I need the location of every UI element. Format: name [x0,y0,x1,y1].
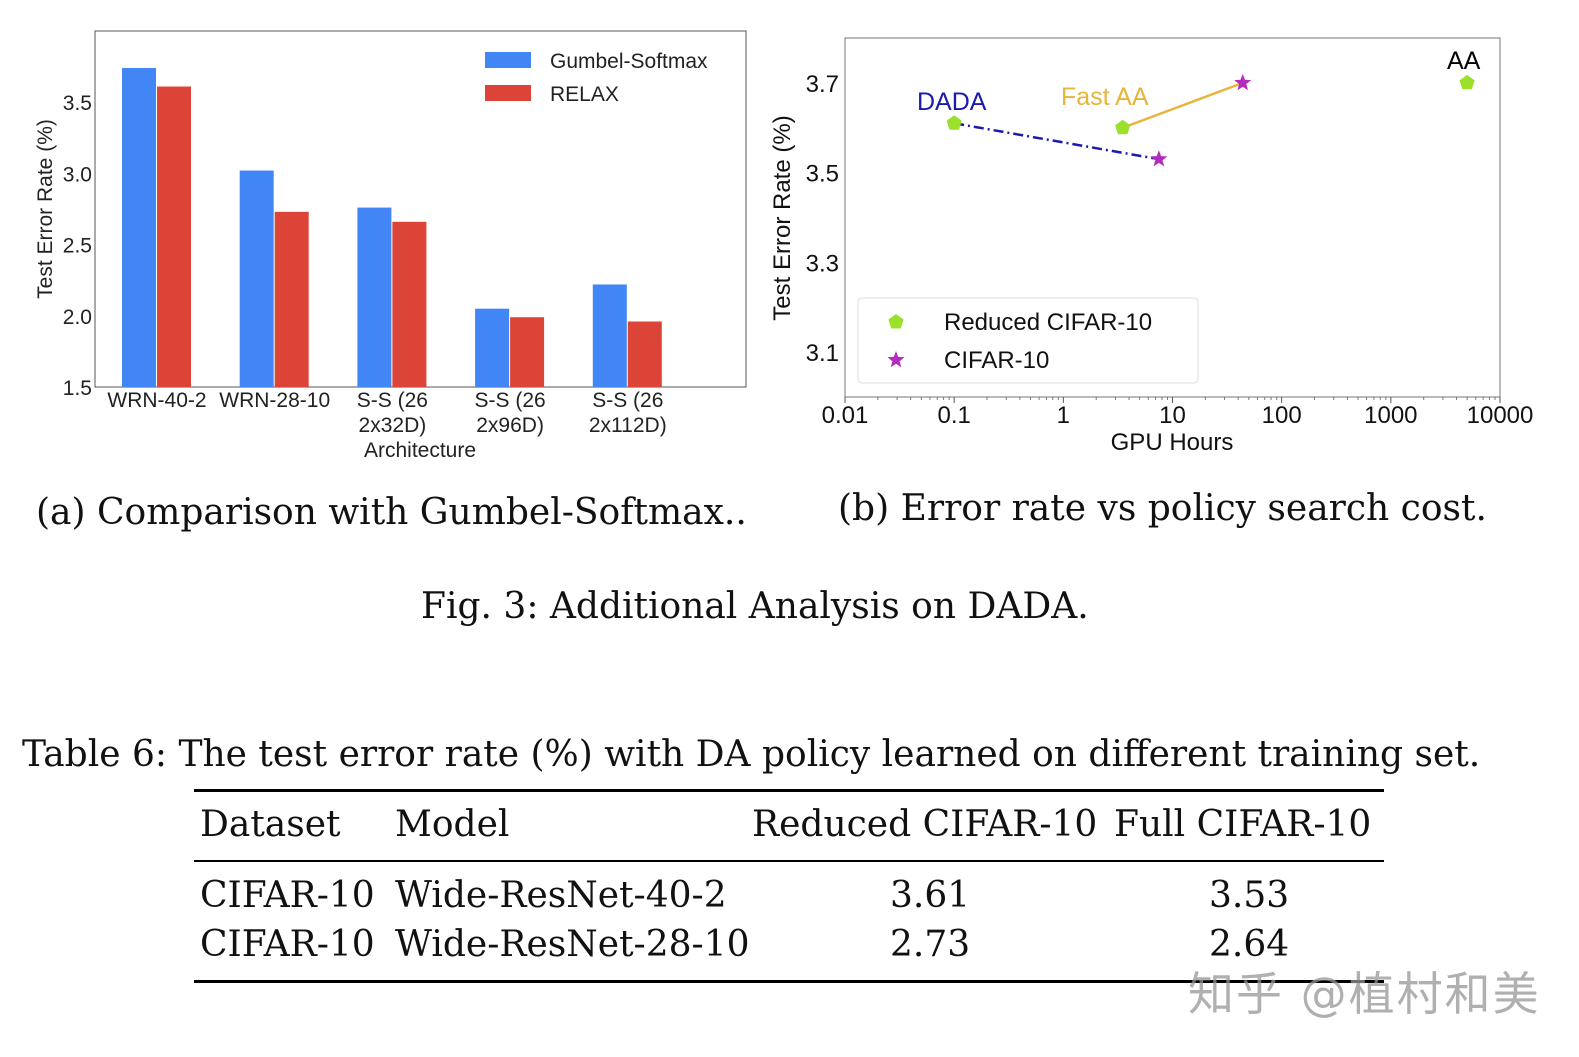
legend-label: Gumbel-Softmax [550,50,708,73]
bar-relax [392,221,427,387]
figure-caption: Fig. 3: Additional Analysis on DADA. [421,586,1089,627]
bar-relax [157,86,191,387]
legend-label: RELAX [550,83,619,106]
y-tick-label: 2.5 [63,235,92,258]
table-top-rule [194,789,1384,792]
table-mid-rule [194,860,1384,862]
y-tick-label: 3.1 [806,340,839,367]
subfigure-b-caption: (b) Error rate vs policy search cost. [838,488,1487,529]
bar-gumbel-softmax [475,308,510,387]
pentagon-marker [946,115,962,130]
method-line-dada [953,122,1160,161]
y-tick-label: 3.3 [806,250,839,277]
header-model: Model [395,804,510,845]
x-axis-label: Architecture [364,439,476,462]
legend-label: Reduced CIFAR-10 [944,309,1152,336]
x-tick-label: 1 [1057,402,1070,429]
bar-gumbel-softmax [357,207,392,387]
y-axis-label: Test Error Rate (%) [34,119,57,299]
x-tick-label: S-S (26 [357,389,428,412]
legend-box [857,297,1199,384]
y-tick-label: 1.5 [63,377,92,400]
cell-reduced: 2.73 [890,924,971,965]
x-tick-label: S-S (26 [474,389,545,412]
x-tick-label: 2x96D) [476,414,544,437]
star-marker [1234,73,1252,91]
cell-model: Wide-ResNet-28-10 [395,924,750,965]
cell-model: Wide-ResNet-40-2 [395,875,727,916]
bar-gumbel-softmax [122,68,156,388]
star-marker [1150,150,1168,167]
bar-gumbel-softmax [592,284,627,387]
y-axis-label: Test Error Rate (%) [769,115,796,320]
cell-dataset: CIFAR-10 [200,924,375,965]
bar-relax [510,317,545,387]
x-tick-label: 10 [1159,402,1186,429]
subfigure-a-caption: (a) Comparison with Gumbel-Softmax.. [36,492,747,533]
x-tick-label: 100 [1262,402,1302,429]
method-label: Fast AA [1061,83,1149,111]
x-axis-label: GPU Hours [1111,429,1234,456]
legend-label: CIFAR-10 [944,347,1049,374]
pentagon-marker [1115,119,1131,135]
header-dataset: Dataset [200,804,341,845]
legend-swatch [485,52,531,68]
y-tick-label: 3.0 [63,163,92,186]
y-tick-label: 2.0 [63,306,92,329]
x-tick-label: 10000 [1467,402,1534,429]
x-tick-label: 1000 [1364,402,1417,429]
y-tick-label: 3.7 [806,71,839,98]
x-tick-label: 0.1 [937,402,970,429]
method-label: DADA [917,88,987,116]
table-caption: Table 6: The test error rate (%) with DA… [22,734,1481,775]
cell-dataset: CIFAR-10 [200,875,375,916]
x-tick-label: 2x32D) [359,414,427,437]
bar-relax [274,211,309,387]
table-bottom-rule [194,980,1384,983]
legend-swatch [485,85,531,101]
x-tick-label: S-S (26 [592,389,663,412]
cell-full: 2.64 [1209,924,1290,965]
header-reduced: Reduced CIFAR-10 [752,804,1098,845]
pentagon-marker [1459,74,1475,90]
cell-reduced: 3.61 [890,875,971,916]
bar-relax [627,321,662,387]
header-full: Full CIFAR-10 [1114,804,1372,845]
y-tick-label: 3.5 [806,161,839,188]
x-tick-label: WRN-28-10 [219,389,330,412]
method-line-fast-aa [1122,81,1244,129]
cell-full: 3.53 [1209,875,1290,916]
x-tick-label: 2x112D) [589,414,667,437]
bar-gumbel-softmax [239,170,274,387]
legend-marker [888,314,904,329]
scatter-chart: 0.01 0.1 1 10 100 1000 10000 3.1 3.3 3.5 3.7 GPU Ho… [769,37,1534,456]
legend-marker [887,351,905,368]
x-tick-label: WRN-40-2 [107,389,206,412]
y-tick-label: 3.5 [63,92,92,115]
method-label: AA [1447,47,1481,75]
x-tick-label: 0.01 [822,402,869,429]
watermark: 知乎 @植村和美 [1188,967,1541,1021]
